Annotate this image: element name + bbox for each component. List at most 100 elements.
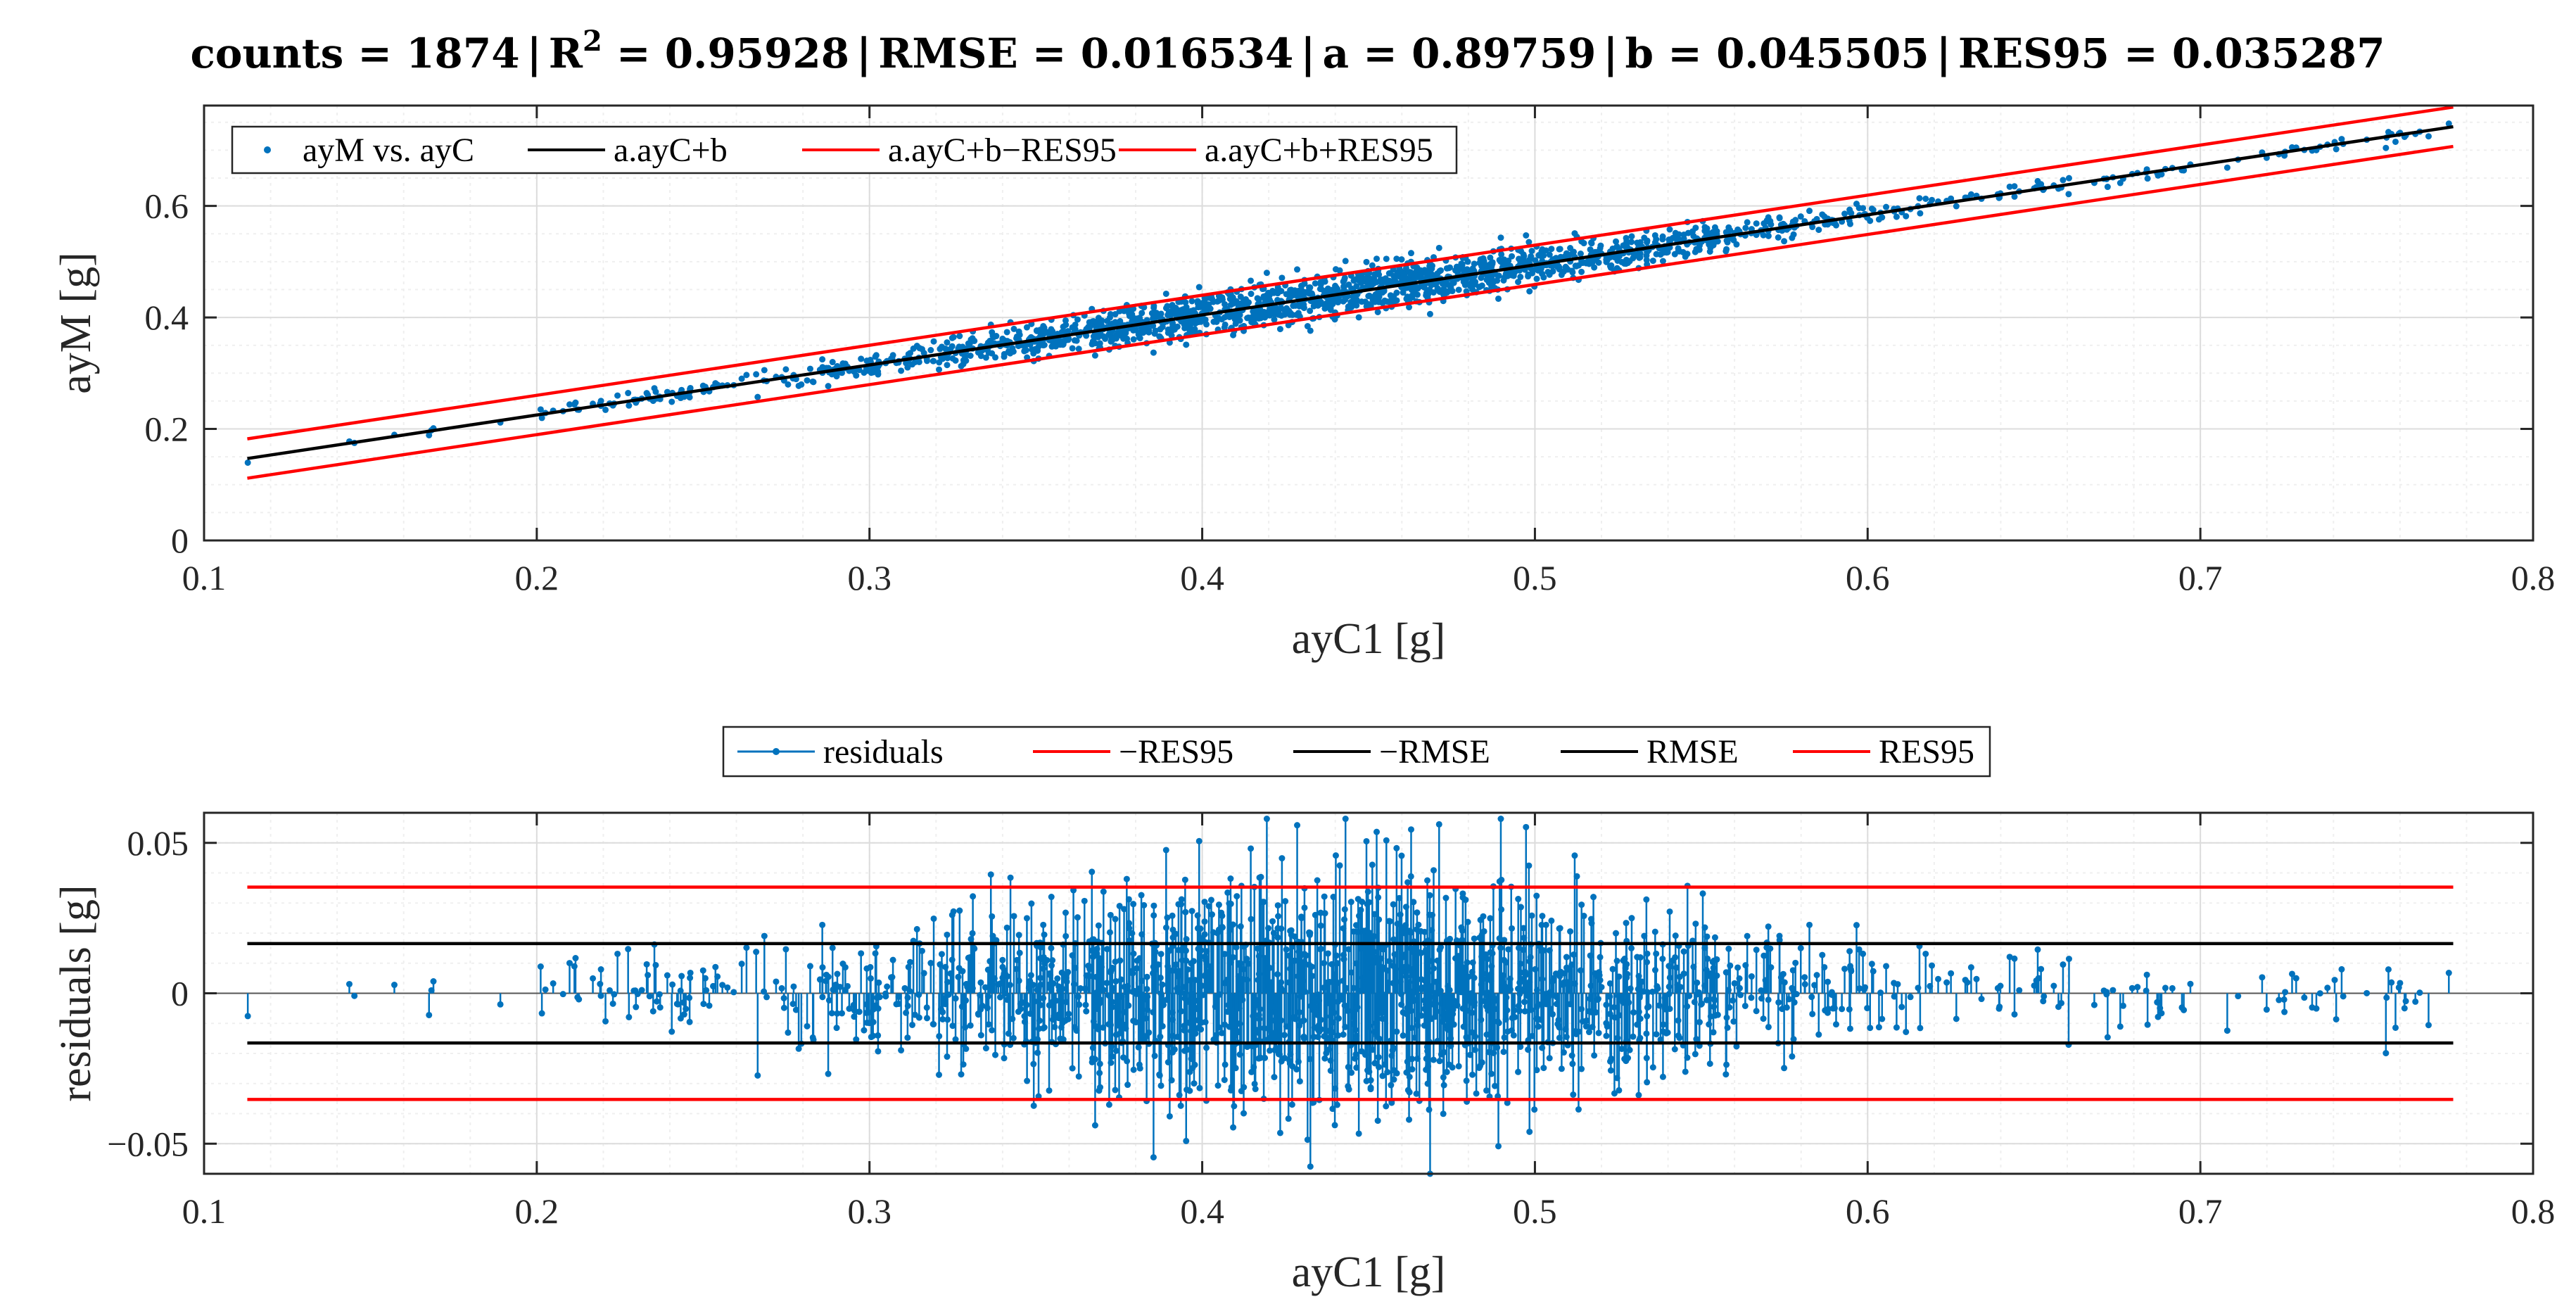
data-point [652,388,659,395]
data-point [538,414,545,422]
residual-point [1333,952,1340,959]
residual-point [1397,911,1404,918]
residual-point [1172,930,1179,937]
residual-point [1003,924,1010,931]
data-point [1478,282,1485,289]
data-point [1832,222,1839,229]
residual-point [1478,1016,1485,1023]
data-point [626,402,633,409]
top-axes-box [203,104,2534,542]
data-point [1509,253,1516,260]
residual-point [1169,912,1176,919]
residual-point [1279,855,1286,862]
data-point [1342,258,1349,265]
data-point [1393,297,1400,304]
residual-point [989,932,996,939]
fit-lines [247,105,2454,480]
data-point [2011,193,2018,200]
residual-point [1004,973,1011,980]
residual-point [936,1071,943,1078]
residual-point [792,1006,799,1013]
residual-point [1050,980,1057,987]
data-point [1664,248,1671,255]
residual-point [687,969,694,976]
residual-point [1112,916,1119,923]
data-point [1595,259,1602,266]
residual-point [1269,918,1276,925]
data-point [1577,251,1584,258]
residual-point [1335,1015,1342,1022]
data-point [930,357,937,365]
residual-point [1125,896,1132,903]
data-point [944,339,951,346]
data-point [2333,146,2340,153]
data-point [829,359,836,366]
residual-point [1162,924,1169,931]
data-point [1540,252,1547,259]
residual-point [1150,902,1157,909]
residual-point [876,994,883,1001]
data-point [1169,321,1176,328]
data-point [1041,341,1048,348]
series-line [247,105,2454,441]
residual-point [1418,1012,1425,1019]
data-point [1613,238,1620,245]
data-point [1692,224,1699,232]
data-point [1321,278,1328,285]
residual-point [611,991,618,998]
data-point [1883,203,1890,210]
residual-point [724,984,731,991]
data-point [1381,288,1388,295]
data-point [1369,262,1376,269]
residual-point [1271,1074,1278,1081]
title-separator: | [1936,30,1951,77]
residual-point [572,955,579,962]
data-point [1569,269,1576,276]
data-point [1464,258,1471,265]
residual-point [1192,977,1199,984]
data-point [1363,258,1370,265]
data-point [1188,298,1195,305]
residual-point [1232,1065,1239,1072]
residual-point [597,980,604,987]
data-point [2144,175,2151,182]
residual-point [930,1021,937,1028]
residual-point [1065,1015,1072,1022]
residual-point [1138,892,1145,899]
title-counts: counts = 1874 [190,30,519,77]
residual-point [1083,1008,1090,1015]
x-tick-label: 0.2 [515,558,559,597]
data-point [1409,294,1416,301]
residual-point [668,1028,675,1035]
residual-point [1505,946,1512,953]
data-point [839,369,846,376]
residual-point [839,1010,846,1017]
residual-point [1438,944,1445,951]
residual-point [1510,1032,1517,1039]
residual-point [677,987,684,994]
residual-point [1488,1070,1495,1077]
residual-point [1355,1130,1362,1137]
data-point [1010,325,1017,332]
residual-point [602,1018,609,1025]
residual-point [1100,888,1107,895]
residual-point [1301,904,1308,911]
data-point [992,354,999,361]
residual-point [1029,982,1036,989]
residual-point [1124,1082,1131,1089]
data-point [2143,166,2150,173]
residual-point [351,992,358,999]
residual-point [1233,893,1241,900]
data-point [1183,341,1190,348]
data-point [2223,164,2231,171]
data-point [1255,299,1262,306]
data-point [1523,232,1530,239]
residual-point [1267,1047,1274,1054]
residual-point [1037,944,1044,951]
data-point [1430,289,1437,296]
data-point [738,375,745,382]
residual-point [952,995,959,1002]
title-separator: | [1603,30,1618,77]
data-point [1841,210,1848,217]
residual-point [1407,826,1414,833]
